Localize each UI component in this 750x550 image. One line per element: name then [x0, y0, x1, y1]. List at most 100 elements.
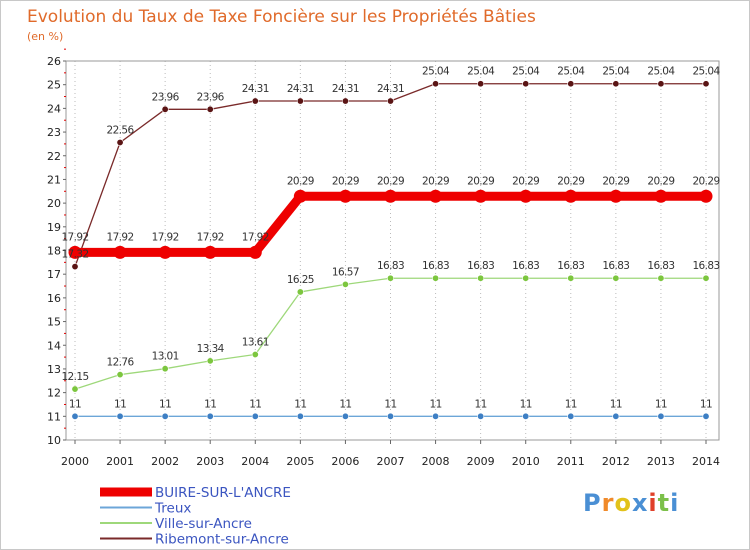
data-point [432, 274, 440, 282]
data-point [654, 189, 668, 203]
y-tick-label: 12 [47, 387, 61, 400]
x-tick-label: 2001 [106, 455, 134, 468]
data-point [161, 105, 169, 113]
y-tick-label: 13 [47, 363, 61, 376]
data-point [612, 274, 620, 282]
logo-letter: r [601, 489, 615, 517]
data-label: 16.25 [287, 274, 314, 286]
data-point [296, 412, 304, 420]
data-point [116, 412, 124, 420]
data-point [338, 189, 352, 203]
proxiti-logo: Proxiti [583, 489, 679, 517]
x-tick-label: 2006 [331, 455, 359, 468]
x-tick-label: 2004 [241, 455, 269, 468]
data-point [158, 245, 172, 259]
data-point [293, 189, 307, 203]
data-point [702, 80, 710, 88]
data-point [206, 357, 214, 365]
data-label: 20.29 [422, 175, 449, 187]
data-label: 13.61 [242, 336, 269, 348]
data-label: 16.83 [602, 260, 629, 272]
data-label: 16.83 [692, 260, 719, 272]
data-point [432, 80, 440, 88]
x-tick-label: 2011 [557, 455, 585, 468]
data-label: 20.29 [467, 175, 494, 187]
data-point [251, 97, 259, 105]
y-tick-label: 22 [47, 150, 61, 163]
data-labels: 17.32 22.56 23.96 23.96 24.31 24.31 24.31 24.31… [61, 66, 721, 411]
data-point [609, 189, 623, 203]
logo-letter: i [648, 489, 658, 517]
data-label: 11 [700, 398, 712, 410]
x-tick-label: 2013 [647, 455, 675, 468]
legend-label: Ribemont-sur-Ancre [155, 532, 289, 548]
data-label: 11 [475, 398, 487, 410]
data-point [71, 385, 79, 393]
data-label: 16.83 [422, 260, 449, 272]
data-label: 17.92 [107, 231, 134, 243]
data-point [113, 245, 127, 259]
data-label: 24.31 [377, 83, 404, 95]
data-label: 17.92 [61, 231, 88, 243]
data-label: 25.04 [557, 66, 585, 78]
x-tick-label: 2002 [151, 455, 179, 468]
data-point [251, 412, 259, 420]
x-tick-label: 2014 [692, 455, 720, 468]
data-point [71, 263, 79, 271]
data-point [474, 189, 488, 203]
y-tick-label: 21 [47, 173, 61, 186]
y-tick-label: 10 [47, 434, 61, 447]
logo-letter: x [631, 489, 649, 517]
data-label: 11 [655, 398, 667, 410]
data-label: 25.04 [602, 66, 630, 78]
data-label: 20.29 [602, 175, 629, 187]
y-tick-label: 18 [47, 245, 61, 258]
data-point [657, 80, 665, 88]
logo-letter: t [657, 489, 671, 517]
data-label: 11 [159, 398, 171, 410]
data-label: 20.29 [557, 175, 584, 187]
legend-label: BUIRE-SUR-L'ANCRE [155, 485, 291, 501]
legend-label: Ville-sur-Ancre [155, 516, 252, 532]
y-tick-label: 25 [47, 79, 61, 92]
data-label: 17.92 [197, 231, 224, 243]
x-tick-label: 2000 [61, 455, 89, 468]
data-label: 20.29 [512, 175, 539, 187]
y-tick-label: 15 [47, 316, 61, 329]
data-label: 12.15 [61, 371, 88, 383]
data-point [519, 189, 533, 203]
data-point [657, 412, 665, 420]
data-point [296, 288, 304, 296]
data-label: 23.96 [197, 91, 225, 103]
data-label: 17.92 [152, 231, 179, 243]
y-tick-label: 16 [47, 292, 61, 305]
data-label: 12.76 [107, 357, 135, 369]
x-tick-label: 2008 [422, 455, 450, 468]
data-point [429, 189, 443, 203]
x-tick-label: 2003 [196, 455, 224, 468]
x-tick-label: 2009 [467, 455, 495, 468]
data-label: 11 [69, 398, 81, 410]
x-tick-label: 2012 [602, 455, 630, 468]
data-point [522, 80, 530, 88]
x-tick-label: 2005 [286, 455, 314, 468]
data-label: 22.56 [107, 124, 135, 136]
data-label: 11 [565, 398, 577, 410]
data-point [702, 274, 710, 282]
data-label: 13.01 [152, 351, 179, 363]
data-label: 16.83 [557, 260, 584, 272]
y-tick-label: 17 [47, 268, 61, 281]
logo-letter: i [670, 489, 680, 517]
data-label: 24.31 [287, 83, 314, 95]
data-point [567, 274, 575, 282]
data-label: 11 [294, 398, 306, 410]
data-label: 20.29 [647, 175, 674, 187]
data-label: 20.29 [332, 175, 359, 187]
data-label: 24.31 [242, 83, 269, 95]
data-point [384, 189, 397, 203]
y-tick-label: 24 [47, 102, 61, 115]
data-label: 11 [384, 398, 396, 410]
y-tick-label: 11 [47, 410, 61, 423]
series-layer [68, 80, 713, 420]
chart-title: Evolution du Taux de Taxe Foncière sur l… [27, 7, 536, 27]
